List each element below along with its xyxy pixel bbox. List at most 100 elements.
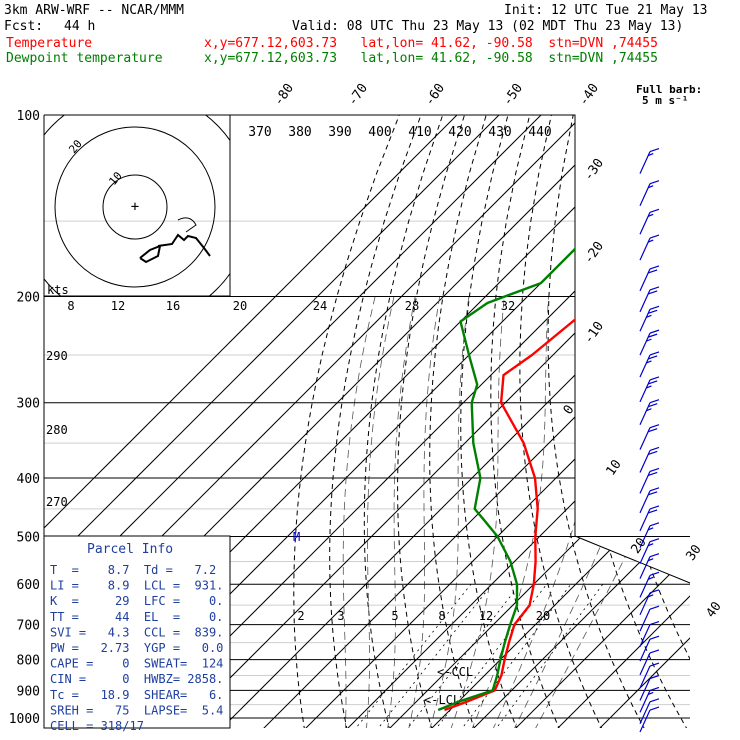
isotherm-line	[260, 115, 690, 728]
wind-barb-flag	[649, 234, 660, 239]
temperature-legend: Temperature	[6, 36, 93, 51]
wind-barb-flag	[649, 208, 660, 213]
theta-label: 280	[46, 423, 68, 437]
wind-barb	[639, 305, 660, 332]
init-time: Init: 12 UTC Tue 21 May 13	[504, 3, 708, 18]
dry-adiabat	[547, 115, 646, 728]
wind-barb	[639, 351, 660, 378]
wind-barb-half	[647, 576, 654, 580]
wind-barb-flag	[649, 376, 660, 381]
pressure-label: 900	[17, 684, 40, 699]
wind-barb	[639, 649, 660, 676]
wind-barb-staff	[639, 709, 651, 733]
hodograph-speed-label: 8	[67, 299, 74, 313]
wind-barb-flag	[649, 589, 660, 594]
wind-barb-flag	[648, 471, 658, 476]
dry-adiabat	[329, 115, 422, 728]
valid-time: Valid: 08 UTC Thu 23 May 13 (02 MDT Thu …	[292, 19, 684, 34]
wind-barb-staff	[639, 701, 651, 725]
parcel-info-row: K = 29 LFC = 0.	[50, 594, 223, 608]
isotherm-label: -20	[581, 239, 607, 267]
moist-adiabat	[365, 296, 395, 728]
wind-barb-flag	[649, 553, 660, 558]
pressure-label: 800	[17, 654, 40, 669]
wind-barb-flag	[649, 446, 660, 452]
wind-barb-half	[647, 153, 654, 157]
dry-adiabat	[363, 115, 444, 728]
theta-label: 430	[488, 125, 511, 140]
mixing-ratio-label: 8	[438, 609, 445, 623]
wind-barb-half	[646, 314, 652, 318]
lcl-annotation: <-LCL	[424, 693, 460, 707]
wind-barb-staff	[639, 638, 651, 662]
wind-barb-flag	[649, 467, 660, 472]
wind-barb	[639, 265, 660, 292]
barb-legend-title: Full barb:	[636, 83, 702, 96]
parcel-info-row: CAPE = 0 SWEAT= 124	[50, 657, 223, 671]
theta-label: 420	[448, 125, 471, 140]
wind-barb-flag	[649, 424, 660, 429]
isotherm-line	[596, 115, 690, 728]
level-marker: M	[293, 530, 300, 544]
wind-barb-flag	[648, 509, 658, 514]
parcel-info-row: TT = 44 EL = 0.	[50, 610, 223, 624]
wind-barb-flag	[648, 309, 658, 314]
isotherm-label: -70	[345, 81, 371, 109]
wind-barb	[639, 674, 660, 701]
wind-barb-flag	[648, 333, 658, 338]
isotherm-label: -80	[271, 81, 297, 109]
isotherm-line	[218, 115, 690, 728]
hodograph-ring	[54, 126, 216, 288]
theta-label: 410	[408, 125, 431, 140]
wind-barb-flag	[648, 450, 658, 456]
wind-barb-flag	[649, 674, 660, 680]
parcel-info-row: LI = 8.9 LCL = 931.	[50, 579, 223, 593]
wind-barb	[639, 180, 660, 206]
ccl-annotation: <-CCL	[437, 665, 473, 679]
hodograph-origin: +	[131, 199, 139, 215]
wind-barb-half	[647, 543, 654, 547]
wind-barb-flag	[649, 286, 660, 291]
parcel-info-row: CELL = 318/17	[50, 719, 144, 733]
isotherm-label: -10	[581, 319, 607, 347]
wind-barb-half	[647, 527, 654, 531]
isotherm-line	[428, 115, 690, 728]
dry-adiabat	[627, 115, 690, 728]
mixing-ratio-label: 2	[297, 609, 304, 623]
hodograph-speed-label: 20	[233, 299, 247, 313]
model-title: 3km ARW-WRF -- NCAR/MMM	[4, 3, 185, 18]
wind-barb-flag	[648, 269, 658, 274]
wind-barb	[639, 605, 660, 632]
isotherm-line	[554, 115, 690, 728]
hodograph-speed-label: 28	[405, 299, 419, 313]
wind-barb-flag	[649, 706, 660, 711]
wind-barb	[639, 234, 660, 261]
theta-label: 400	[368, 125, 391, 140]
pressure-label: 500	[17, 530, 40, 545]
wind-barb	[639, 698, 660, 725]
wind-barb-flag	[649, 571, 660, 576]
isotherm-label: -30	[581, 156, 607, 184]
moist-adiabat	[407, 296, 441, 728]
wind-barb-staff	[639, 652, 651, 676]
pressure-label: 700	[17, 619, 40, 634]
isotherm-line	[344, 115, 690, 728]
wind-barb-flag	[649, 649, 660, 654]
dry-adiabat	[676, 115, 690, 728]
wind-barb-half	[647, 239, 654, 243]
wind-barb	[639, 329, 660, 356]
pressure-label: 100	[17, 109, 40, 124]
dry-adiabat	[460, 115, 519, 728]
wind-barb-half	[646, 408, 652, 412]
dry-adiabat	[652, 115, 690, 728]
wind-barb	[639, 487, 660, 514]
pressure-label: 300	[17, 397, 40, 412]
isotherm-label: -40	[576, 81, 602, 109]
wind-barb	[639, 538, 660, 564]
isotherm-label: 20	[628, 535, 649, 556]
wind-barb-flag	[649, 305, 660, 310]
wind-barb	[639, 686, 660, 713]
mixing-ratio-label: 3	[337, 609, 344, 623]
parcel-info-row: T = 8.7 Td = 7.2	[50, 563, 216, 577]
